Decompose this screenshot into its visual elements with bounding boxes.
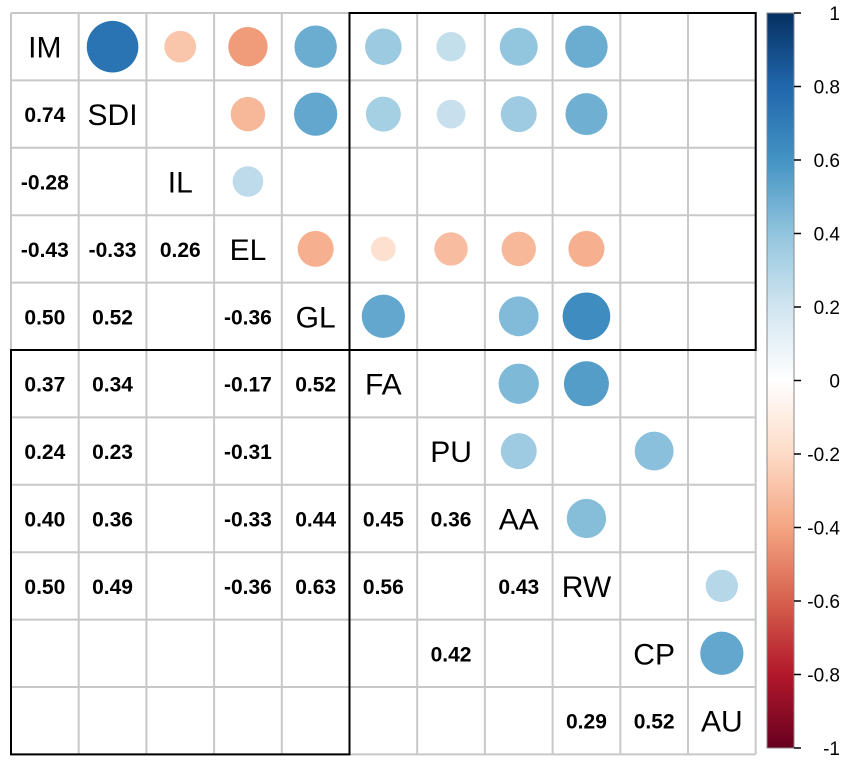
correlation-value-sdi-im: 0.74	[24, 104, 65, 127]
variable-label-sdi: SDI	[88, 99, 138, 132]
correlation-value-pu-sdi: 0.23	[92, 441, 133, 464]
correlation-circle-pu-cp	[634, 431, 674, 471]
colorbar-tick-label: 1	[829, 4, 840, 25]
correlation-circle-im-el	[228, 27, 268, 67]
colorbar-gradient	[766, 12, 795, 749]
correlation-value-aa-pu: 0.36	[431, 509, 472, 532]
correlation-circle-im-gl	[294, 25, 337, 68]
correlation-circle-fa-aa	[498, 363, 539, 404]
correlation-circle-fa-rw	[564, 361, 609, 407]
correlation-value-rw-gl: 0.63	[295, 576, 336, 599]
correlation-circle-gl-fa	[361, 294, 405, 338]
correlation-circle-im-il	[164, 30, 197, 63]
correlation-circle-im-rw	[565, 25, 608, 68]
correlation-value-gl-im: 0.50	[24, 306, 65, 329]
correlation-circle-el-aa	[501, 231, 536, 267]
correlation-circle-el-rw	[568, 230, 605, 267]
colorbar-tick-label: 0.8	[814, 78, 840, 99]
correlation-value-rw-fa: 0.56	[363, 576, 404, 599]
correlation-value-fa-gl: 0.52	[295, 374, 336, 397]
variable-label-pu: PU	[430, 436, 472, 469]
correlation-value-au-cp: 0.52	[634, 711, 675, 734]
correlation-circle-aa-rw	[566, 498, 607, 539]
colorbar-tick-label: -0.2	[807, 445, 840, 466]
correlation-value-el-il: 0.26	[160, 239, 201, 262]
correlation-circle-sdi-el	[230, 96, 266, 132]
colorbar-tick-label: 0.4	[814, 225, 841, 246]
correlation-value-aa-gl: 0.44	[295, 509, 336, 532]
colorbar-tick-label: 0	[829, 372, 840, 393]
correlation-circle-cp-au	[700, 631, 744, 675]
correlation-value-cp-pu: 0.42	[431, 643, 472, 666]
correlation-value-pu-im: 0.24	[24, 441, 65, 464]
colorbar-tick-label: -0.4	[807, 519, 840, 540]
correlation-circle-el-pu	[434, 232, 468, 266]
colorbar-tick-label: 0.6	[814, 151, 840, 172]
correlation-value-gl-el: -0.36	[224, 306, 272, 329]
correlation-circle-el-fa	[370, 236, 396, 262]
variable-label-fa: FA	[365, 369, 402, 402]
correlation-circle-sdi-gl	[294, 92, 338, 136]
correlation-circle-rw-au	[705, 569, 739, 603]
colorbar-tick-label: -0.6	[807, 592, 840, 613]
variable-label-au: AU	[701, 706, 743, 739]
correlation-circle-im-fa	[365, 28, 402, 65]
correlation-value-fa-sdi: 0.34	[92, 374, 133, 397]
correlation-circle-gl-rw	[562, 292, 611, 341]
variable-label-aa: AA	[499, 504, 539, 537]
variable-label-el: EL	[230, 234, 267, 267]
cluster-boxes	[10, 12, 757, 756]
correlation-value-aa-im: 0.40	[24, 509, 65, 532]
variable-label-im: IM	[28, 32, 61, 65]
correlation-value-rw-aa: 0.43	[498, 576, 539, 599]
correlation-value-aa-fa: 0.45	[363, 509, 404, 532]
colorbar-tick-label: -1	[823, 739, 840, 760]
correlation-circle-im-sdi	[86, 20, 139, 73]
correlation-circle-il-el	[232, 166, 264, 197]
correlation-value-rw-el: -0.36	[224, 576, 272, 599]
variable-label-il: IL	[168, 167, 193, 200]
correlation-value-el-sdi: -0.33	[89, 239, 137, 262]
correlation-value-el-im: -0.43	[21, 239, 69, 262]
correlation-value-pu-el: -0.31	[224, 441, 272, 464]
correlation-circles	[86, 20, 744, 675]
correlation-circle-pu-aa	[500, 433, 537, 470]
correlation-value-aa-sdi: 0.36	[92, 509, 133, 532]
correlation-circle-im-aa	[499, 27, 538, 66]
cluster-box-lower	[10, 349, 351, 756]
variable-label-rw: RW	[562, 571, 612, 604]
correlation-value-au-rw: 0.29	[566, 711, 607, 734]
correlation-value-aa-el: -0.33	[224, 509, 272, 532]
cluster-box-upper	[348, 12, 757, 351]
correlation-circle-sdi-pu	[436, 99, 466, 129]
correlation-values: 0.74 -0.28 -0.43 -0.33 0.26 0.50 0.52 -0.36 0.37…	[21, 104, 675, 734]
correlation-circle-im-pu	[436, 32, 466, 62]
colorbar: 1 0.8 0.6 0.4 0.2 0 -0.2 -0.4 -0.6 -0.8 -1	[766, 4, 841, 760]
correlation-circle-sdi-fa	[365, 96, 401, 132]
correlation-value-fa-im: 0.37	[24, 374, 65, 397]
correlation-value-gl-sdi: 0.52	[92, 306, 133, 329]
correlation-circle-sdi-aa	[500, 96, 537, 133]
correlation-value-rw-im: 0.50	[24, 576, 65, 599]
variable-labels: IM SDI IL EL GL FA PU AA RW CP AU	[28, 32, 743, 739]
variable-label-cp: CP	[633, 638, 675, 671]
colorbar-tick-label: -0.8	[807, 666, 840, 687]
colorbar-tick-label: 0.2	[814, 298, 840, 319]
correlation-circle-el-gl	[297, 230, 334, 267]
correlation-value-il-im: -0.28	[21, 172, 69, 195]
correlation-value-fa-el: -0.17	[224, 374, 272, 397]
correlation-circle-gl-aa	[498, 296, 539, 337]
correlation-value-rw-sdi: 0.49	[92, 576, 133, 599]
correlation-circle-sdi-rw	[565, 93, 608, 136]
variable-label-gl: GL	[296, 301, 336, 334]
